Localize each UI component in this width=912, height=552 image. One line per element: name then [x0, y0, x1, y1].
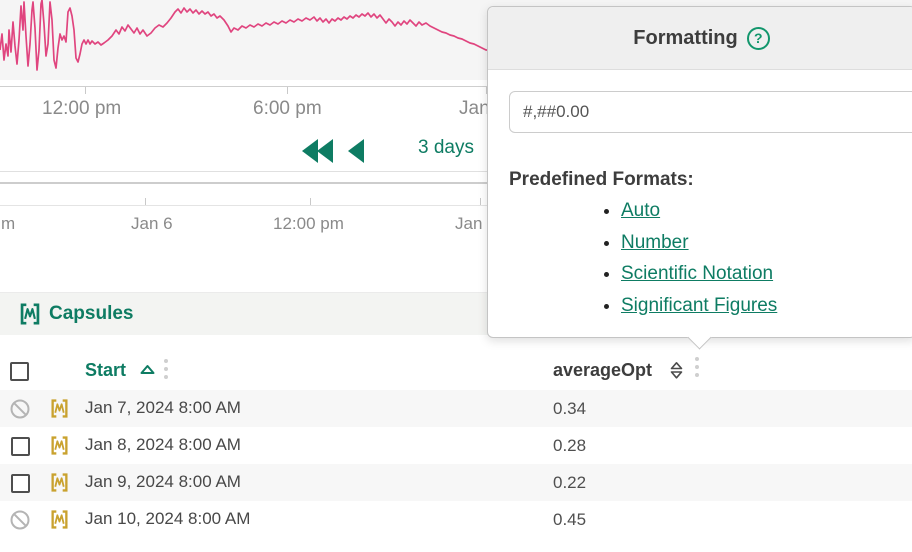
trend-line-path	[0, 0, 487, 71]
axis-tick	[287, 87, 288, 94]
double-left-arrow-icon	[317, 139, 333, 163]
overview-axis-line	[0, 205, 912, 206]
format-input[interactable]	[509, 91, 912, 133]
step-back-button[interactable]	[348, 139, 364, 163]
capsule-row[interactable]: Jan 9, 2024 8:00 AM 0.22	[0, 464, 912, 501]
capsule-averageopt-value: 0.22	[553, 473, 587, 492]
axis-label-evening: 6:00 pm	[253, 98, 322, 119]
format-link-auto[interactable]: Auto	[621, 200, 661, 221]
formatting-popover-header: Formatting ?	[488, 7, 912, 70]
row-checkbox[interactable]	[11, 474, 30, 493]
capsule-row[interactable]: Jan 10, 2024 8:00 AM 0.45	[0, 501, 912, 538]
capsule-icon	[51, 399, 68, 418]
averageopt-column-menu-button[interactable]	[695, 357, 699, 377]
help-icon[interactable]: ?	[746, 26, 770, 50]
capsule-start-time: Jan 7, 2024 8:00 AM	[85, 398, 241, 417]
capsule-icon	[51, 436, 68, 455]
sort-ascending-icon[interactable]	[139, 363, 156, 375]
display-range-duration[interactable]: 3 days	[418, 137, 474, 158]
axis-tick	[85, 87, 86, 94]
overview-label-jan6: Jan 6	[131, 214, 173, 233]
capsule-icon	[51, 510, 68, 529]
capsule-row[interactable]: Jan 8, 2024 8:00 AM 0.28	[0, 427, 912, 464]
predefined-formats-list: Auto Number Scientific Notation Signific…	[488, 195, 777, 321]
axis-label-noon: 12:00 pm	[42, 98, 122, 119]
format-link-significant-figures[interactable]: Significant Figures	[621, 294, 778, 316]
not-selectable-icon	[10, 510, 30, 530]
capsules-title: Capsules	[49, 303, 134, 324]
trend-line-chart	[0, 0, 487, 71]
capsule-start-time: Jan 10, 2024 8:00 AM	[85, 509, 251, 528]
column-header-start[interactable]: Start	[85, 360, 127, 380]
formatting-title: Formatting	[633, 26, 738, 49]
left-arrow-icon	[348, 139, 364, 163]
axis-tick	[480, 198, 481, 205]
capsule-averageopt-value: 0.34	[553, 399, 587, 418]
capsule-icon	[51, 473, 68, 492]
overview-label-pm: m	[1, 214, 16, 233]
axis-tick	[145, 198, 146, 205]
popover-arrow	[687, 325, 712, 350]
overview-strip-bar	[0, 182, 912, 184]
overview-strip-border	[0, 171, 912, 172]
chart-nav	[302, 139, 364, 163]
axis-tick	[486, 87, 487, 94]
format-link-number[interactable]: Number	[621, 231, 689, 253]
overview-label-jan: Jan	[455, 214, 483, 233]
capsule-row[interactable]: Jan 7, 2024 8:00 AM 0.34	[0, 390, 912, 427]
capsule-averageopt-value: 0.45	[553, 510, 587, 529]
axis-tick	[310, 198, 311, 205]
time-axis-line	[0, 86, 912, 87]
step-back-far-button[interactable]	[302, 139, 333, 163]
axis-label-jan: Jan	[459, 98, 490, 119]
not-selectable-icon	[10, 399, 30, 419]
select-all-checkbox[interactable]	[10, 362, 29, 381]
row-checkbox[interactable]	[11, 437, 30, 456]
capsule-icon	[20, 303, 40, 325]
capsule-start-time: Jan 9, 2024 8:00 AM	[85, 472, 241, 491]
sort-both-icon[interactable]	[669, 361, 684, 380]
format-link-scientific-notation[interactable]: Scientific Notation	[621, 263, 774, 284]
capsule-start-time: Jan 8, 2024 8:00 AM	[85, 435, 241, 454]
capsules-table-header: Start averageOpt	[0, 355, 912, 391]
double-left-arrow-icon	[302, 139, 318, 163]
predefined-formats-heading: Predefined Formats:	[509, 169, 694, 190]
capsule-averageopt-value: 0.28	[553, 436, 587, 455]
formatting-popover: Formatting ? Predefined Formats: Auto Nu…	[487, 6, 912, 350]
column-header-averageopt[interactable]: averageOpt	[553, 360, 653, 380]
start-column-menu-button[interactable]	[164, 359, 168, 379]
overview-label-noon: 12:00 pm	[273, 214, 344, 233]
